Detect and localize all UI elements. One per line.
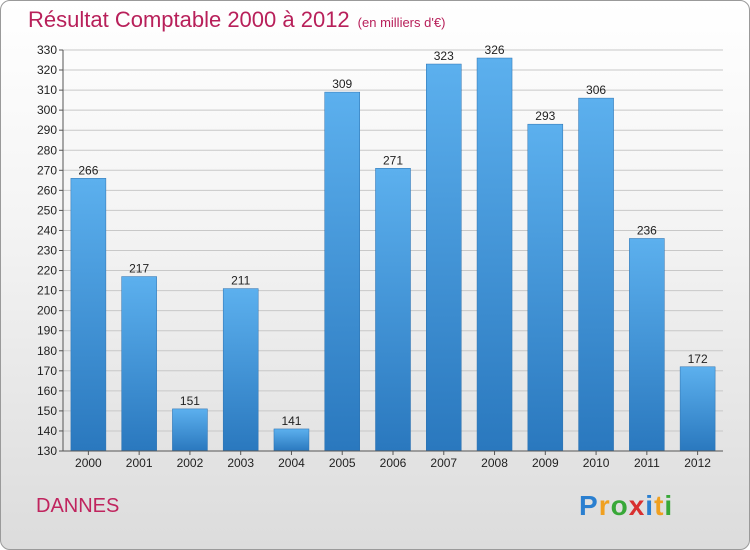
bar (121, 276, 157, 452)
bar-value-label: 323 (434, 49, 454, 63)
y-tick-label: 140 (37, 424, 57, 438)
y-tick-label: 310 (37, 83, 57, 97)
bar-value-label: 326 (485, 43, 505, 57)
chart-subtitle: (en milliers d'€) (357, 15, 446, 30)
bar (629, 238, 665, 452)
bar (222, 288, 259, 452)
y-tick-label: 150 (37, 404, 57, 418)
bar (375, 168, 411, 452)
y-tick-label: 300 (37, 103, 57, 117)
brand-logo-letter: i (645, 490, 655, 521)
chart-title-text: Résultat Comptable 2000 à 2012 (28, 7, 350, 32)
location-name: DANNES (36, 495, 120, 517)
y-tick-label: 170 (37, 364, 57, 378)
x-tick-label: 2002 (177, 456, 204, 470)
y-tick-label: 270 (37, 163, 57, 177)
x-tick-label: 2009 (532, 456, 559, 470)
brand-logo: Proxiti (579, 490, 673, 522)
bar (476, 57, 513, 452)
bar-value-label: 211 (231, 274, 250, 288)
bar-value-label: 271 (383, 153, 403, 167)
x-tick-label: 2004 (278, 456, 305, 470)
y-tick-label: 280 (37, 143, 57, 157)
y-tick-label: 220 (37, 264, 57, 278)
x-tick-label: 2010 (583, 456, 610, 470)
brand-logo-letter: P (579, 490, 599, 521)
brand-logo-letter: x (628, 490, 646, 521)
x-tick-label: 2003 (227, 456, 254, 470)
brand-logo-letter: i (664, 490, 674, 521)
bar-value-label: 236 (637, 223, 657, 237)
bar (679, 366, 716, 452)
x-tick-label: 2006 (380, 456, 407, 470)
bar (426, 63, 462, 452)
brand-logo-letter: o (610, 490, 629, 521)
x-tick-label: 2001 (126, 456, 153, 470)
bar-value-label: 309 (332, 77, 352, 91)
bar (324, 91, 360, 452)
y-tick-label: 210 (37, 284, 57, 298)
bar-value-label: 293 (535, 109, 555, 123)
y-tick-label: 290 (37, 123, 57, 137)
y-tick-label: 320 (37, 63, 57, 77)
x-tick-label: 2008 (481, 456, 508, 470)
bar (70, 178, 107, 452)
bar-value-label: 151 (180, 394, 200, 408)
bar (172, 408, 208, 452)
bars-group: 266 217 151 211 141 309 271 323 326 293 306 236 172 (70, 43, 716, 452)
y-tick-label: 240 (37, 223, 57, 237)
brand-logo-letter: r (598, 490, 611, 521)
y-tick-label: 130 (37, 444, 57, 458)
bar (578, 97, 614, 452)
bar-value-label: 266 (78, 163, 98, 177)
y-tick-label: 190 (37, 324, 57, 338)
y-tick-label: 260 (37, 183, 57, 197)
x-tick-label: 2000 (75, 456, 102, 470)
axes-group: 130 140 150 160 170 180 190 200 210 220 230 240 250 2… (37, 43, 723, 470)
bar-value-label: 306 (586, 83, 606, 97)
x-tick-label: 2007 (430, 456, 457, 470)
bar-value-label: 217 (129, 262, 149, 276)
bar (273, 428, 310, 452)
y-tick-label: 250 (37, 203, 57, 217)
x-tick-label: 2011 (634, 456, 660, 470)
brand-logo-letter: t (654, 490, 665, 521)
bar (527, 123, 564, 452)
y-tick-label: 330 (37, 43, 57, 57)
y-tick-label: 160 (37, 384, 57, 398)
y-tick-label: 180 (37, 344, 57, 358)
bar-value-label: 172 (688, 352, 708, 366)
x-tick-label: 2005 (329, 456, 356, 470)
y-tick-label: 200 (37, 304, 57, 318)
x-tick-label: 2012 (684, 456, 711, 470)
y-tick-label: 230 (37, 244, 57, 258)
chart-title: Résultat Comptable 2000 à 2012 (en millie… (28, 7, 445, 33)
bar-value-label: 141 (281, 414, 301, 428)
